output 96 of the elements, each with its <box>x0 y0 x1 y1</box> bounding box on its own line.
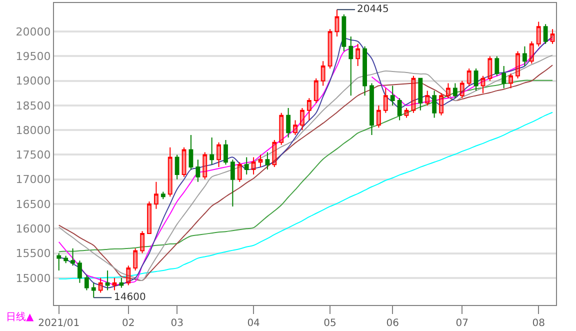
candlestick <box>404 107 409 118</box>
candlestick <box>168 146 172 198</box>
candlestick <box>251 156 256 175</box>
candlestick <box>98 277 103 294</box>
line-series <box>58 80 554 252</box>
candlestick <box>320 60 326 86</box>
candlestick <box>536 21 541 47</box>
x-tick-label: 07 <box>456 318 469 329</box>
candlestick <box>508 72 514 89</box>
annotation: 20445 <box>357 4 389 15</box>
candlestick <box>258 154 263 168</box>
candlestick <box>370 82 374 136</box>
candlestick <box>300 107 304 131</box>
candlestick <box>397 98 402 121</box>
candlestick <box>411 75 416 114</box>
candlestick <box>272 139 277 168</box>
line-series <box>58 112 554 280</box>
candlestick <box>174 154 180 180</box>
candlestick <box>390 85 395 106</box>
x-tick-label: 2021/01 <box>38 318 80 329</box>
candlestick <box>56 252 62 272</box>
candlestick <box>348 36 354 96</box>
candlestick <box>383 88 388 114</box>
candlestick <box>502 66 506 89</box>
candlestick <box>425 90 430 106</box>
candlestick <box>474 68 478 92</box>
candlestick <box>516 50 520 79</box>
y-tick-label: 19500 <box>16 50 51 64</box>
candlestick <box>480 75 486 94</box>
candlestick <box>334 9 340 37</box>
x-tick-label: 05 <box>324 318 336 329</box>
candlestick <box>64 255 68 264</box>
candlestick <box>230 159 235 207</box>
x-tick-label: 02 <box>122 318 135 329</box>
candlestick <box>237 162 242 182</box>
candlestick <box>119 277 124 288</box>
candlestick <box>84 274 89 291</box>
candlestick <box>196 159 200 182</box>
candlestick <box>446 82 450 99</box>
candlestick <box>293 120 298 136</box>
candlestick <box>543 24 548 44</box>
x-tick-label: 06 <box>386 318 399 329</box>
candlestick <box>91 282 96 298</box>
candlestick <box>342 14 346 52</box>
y-tick-label: 18000 <box>16 124 51 137</box>
candlestick <box>182 146 186 178</box>
y-tick-label: 16000 <box>16 222 51 236</box>
candlestick <box>550 28 555 44</box>
y-tick-label: 16500 <box>16 198 51 211</box>
annotation: 14600 <box>114 292 146 303</box>
candlestick <box>160 191 166 200</box>
candlestick <box>460 80 464 99</box>
candlestick <box>494 56 500 76</box>
y-tick-label: 17500 <box>16 148 51 162</box>
candlestick <box>356 43 360 67</box>
candlestick <box>265 152 270 170</box>
x-tick-label: 03 <box>170 318 184 329</box>
candlestick <box>306 98 312 121</box>
candlestick <box>328 28 332 70</box>
candlestick <box>188 134 194 170</box>
candlestick <box>216 142 221 168</box>
y-tick-label: 20000 <box>16 25 51 38</box>
candlestick <box>314 78 318 104</box>
candlestick <box>488 56 492 82</box>
candlestick <box>286 107 291 138</box>
candlestick <box>362 46 367 96</box>
candlestick <box>279 112 284 146</box>
text: 日线▲ <box>6 311 34 323</box>
candlestick <box>126 265 131 286</box>
x-tick-label: 08 <box>532 318 545 329</box>
candlestick <box>466 68 472 86</box>
candlestick <box>140 230 145 254</box>
x-tick-label: 04 <box>247 318 260 329</box>
candlestick <box>202 152 208 180</box>
candlestick <box>522 46 527 67</box>
candlestick <box>244 156 249 175</box>
candlestick <box>78 260 82 284</box>
candlestick <box>439 92 444 116</box>
candlestick <box>432 90 437 118</box>
candlestick <box>529 40 534 64</box>
candlestick <box>154 181 158 210</box>
candlestick <box>112 277 117 291</box>
candlestick <box>418 78 423 111</box>
candlestick <box>452 82 458 99</box>
y-tick-label: 15500 <box>16 247 51 260</box>
candlestick <box>105 270 110 291</box>
candlestick <box>133 248 138 272</box>
candlestick <box>210 137 214 166</box>
y-tick-label: 18500 <box>16 99 51 112</box>
candlestick <box>147 201 152 234</box>
candlestick <box>224 139 228 166</box>
y-tick-label: 17000 <box>16 173 51 186</box>
candlestick <box>376 104 381 128</box>
y-tick-label: 15000 <box>16 272 51 285</box>
y-tick-label: 19000 <box>16 74 51 88</box>
candlestick <box>70 248 75 266</box>
